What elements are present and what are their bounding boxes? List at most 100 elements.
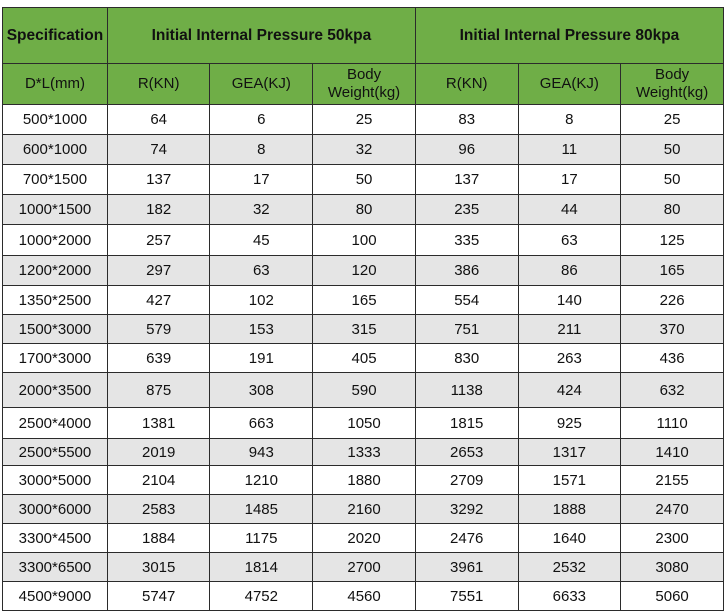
table-row: 1000*1500 182 32 80 235 44 80: [2, 194, 724, 225]
weight-80-cell: 436: [620, 343, 724, 373]
column-header-row: D*L(mm) R(KN) GEA(KJ) Body Weight(kg) R(…: [2, 63, 724, 105]
weight-50-cell: 100: [312, 224, 416, 256]
r-50-cell: 5747: [106, 581, 211, 611]
r-50-cell: 2583: [106, 494, 211, 524]
table-row: 1000*2000 257 45 100 335 63 125: [2, 224, 724, 256]
gea-80-cell: 1888: [517, 494, 622, 524]
dimension-cell: 700*1500: [2, 164, 108, 195]
r-50-cell: 297: [106, 255, 211, 286]
r-80-cell: 3292: [414, 494, 519, 524]
pressure-80kpa-header: Initial Internal Pressure 80kpa: [414, 7, 724, 64]
weight-50-cell: 315: [312, 314, 416, 344]
table-row: 1700*3000 639 191 405 830 263 436: [2, 343, 724, 373]
table-row: 3300*4500 1884 1175 2020 2476 1640 2300: [2, 523, 724, 553]
dimension-cell: 1200*2000: [2, 255, 108, 286]
r-50-cell: 137: [106, 164, 211, 195]
table-row: 2500*4000 1381 663 1050 1815 925 1110: [2, 407, 724, 439]
weight-50-cell: 1880: [312, 465, 416, 495]
weight-80-cell: 3080: [620, 552, 724, 582]
weight-80-cell: 632: [620, 372, 724, 408]
weight-80-cell: 1110: [620, 407, 724, 439]
weight-80-cell: 1410: [620, 438, 724, 466]
gea-80-cell: 63: [517, 224, 622, 256]
spec-table: Specification Initial Internal Pressure …: [2, 7, 724, 611]
table-row: 3000*5000 2104 1210 1880 2709 1571 2155: [2, 465, 724, 495]
gea-80-cell: 17: [517, 164, 622, 195]
weight-50-cell: 32: [312, 134, 416, 165]
weight-80-cell: 165: [620, 255, 724, 286]
gea-80-cell: 44: [517, 194, 622, 225]
dimension-cell: 4500*9000: [2, 581, 108, 611]
gea-50-cell: 45: [209, 224, 314, 256]
dimension-cell: 2000*3500: [2, 372, 108, 408]
dimension-cell: 1000*1500: [2, 194, 108, 225]
table-row: 1200*2000 297 63 120 386 86 165: [2, 255, 724, 286]
table-row: 500*1000 64 6 25 83 8 25: [2, 104, 724, 135]
r-80-cell: 751: [414, 314, 519, 344]
r-80-cell: 2476: [414, 523, 519, 553]
r-50-cell: 182: [106, 194, 211, 225]
gea-80-cell: 2532: [517, 552, 622, 582]
r-80-cell: 1138: [414, 372, 519, 408]
gea-80-cell: 263: [517, 343, 622, 373]
table-row: 2000*3500 875 308 590 1138 424 632: [2, 372, 724, 408]
dimension-cell: 2500*4000: [2, 407, 108, 439]
gea-50-cell: 1485: [209, 494, 314, 524]
r-80-cell: 2709: [414, 465, 519, 495]
gea-50-cell: 63: [209, 255, 314, 286]
weight-50-cell: 405: [312, 343, 416, 373]
gea-80-cell: 140: [517, 285, 622, 315]
gea-80-cell: 1317: [517, 438, 622, 466]
r-50-cell: 639: [106, 343, 211, 373]
weight-80-cell: 25: [620, 104, 724, 135]
r-50-cell: 3015: [106, 552, 211, 582]
col-header-dl: D*L(mm): [2, 63, 108, 105]
r-80-cell: 1815: [414, 407, 519, 439]
gea-50-cell: 943: [209, 438, 314, 466]
gea-50-cell: 153: [209, 314, 314, 344]
gea-80-cell: 424: [517, 372, 622, 408]
table-row: 3300*6500 3015 1814 2700 3961 2532 3080: [2, 552, 724, 582]
gea-80-cell: 211: [517, 314, 622, 344]
gea-80-cell: 6633: [517, 581, 622, 611]
r-80-cell: 2653: [414, 438, 519, 466]
dimension-cell: 500*1000: [2, 104, 108, 135]
gea-80-cell: 925: [517, 407, 622, 439]
gea-50-cell: 308: [209, 372, 314, 408]
gea-50-cell: 17: [209, 164, 314, 195]
dimension-cell: 3000*6000: [2, 494, 108, 524]
gea-50-cell: 32: [209, 194, 314, 225]
dimension-cell: 1700*3000: [2, 343, 108, 373]
gea-80-cell: 1640: [517, 523, 622, 553]
table-row: 2500*5500 2019 943 1333 2653 1317 1410: [2, 438, 724, 466]
r-50-cell: 1381: [106, 407, 211, 439]
gea-50-cell: 191: [209, 343, 314, 373]
gea-80-cell: 8: [517, 104, 622, 135]
weight-80-cell: 50: [620, 164, 724, 195]
table-row: 4500*9000 5747 4752 4560 7551 6633 5060: [2, 581, 724, 611]
r-80-cell: 386: [414, 255, 519, 286]
table-row: 600*1000 74 8 32 96 11 50: [2, 134, 724, 165]
dimension-cell: 1500*3000: [2, 314, 108, 344]
weight-50-cell: 2160: [312, 494, 416, 524]
r-80-cell: 235: [414, 194, 519, 225]
weight-80-cell: 2300: [620, 523, 724, 553]
r-80-cell: 3961: [414, 552, 519, 582]
weight-50-cell: 4560: [312, 581, 416, 611]
gea-50-cell: 1814: [209, 552, 314, 582]
pressure-50kpa-header: Initial Internal Pressure 50kpa: [106, 7, 416, 64]
gea-50-cell: 102: [209, 285, 314, 315]
weight-80-cell: 2155: [620, 465, 724, 495]
weight-80-cell: 226: [620, 285, 724, 315]
col-header-gea-50: GEA(KJ): [209, 63, 314, 105]
dimension-cell: 600*1000: [2, 134, 108, 165]
r-80-cell: 137: [414, 164, 519, 195]
r-80-cell: 7551: [414, 581, 519, 611]
r-50-cell: 2019: [106, 438, 211, 466]
col-header-r-50: R(KN): [106, 63, 211, 105]
table-row: 1350*2500 427 102 165 554 140 226: [2, 285, 724, 315]
weight-50-cell: 2700: [312, 552, 416, 582]
r-50-cell: 64: [106, 104, 211, 135]
table-row: 1500*3000 579 153 315 751 211 370: [2, 314, 724, 344]
gea-80-cell: 1571: [517, 465, 622, 495]
